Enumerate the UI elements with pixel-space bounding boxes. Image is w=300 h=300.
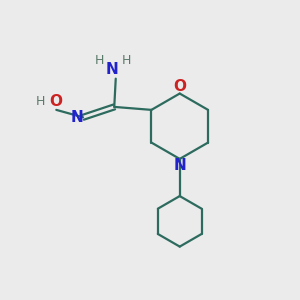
Text: H: H (95, 54, 104, 67)
Text: O: O (49, 94, 62, 110)
Text: N: N (173, 158, 186, 173)
Text: H: H (36, 95, 46, 108)
Text: N: N (71, 110, 83, 125)
Text: H: H (122, 54, 131, 67)
Text: O: O (173, 80, 186, 94)
Text: N: N (106, 62, 118, 77)
